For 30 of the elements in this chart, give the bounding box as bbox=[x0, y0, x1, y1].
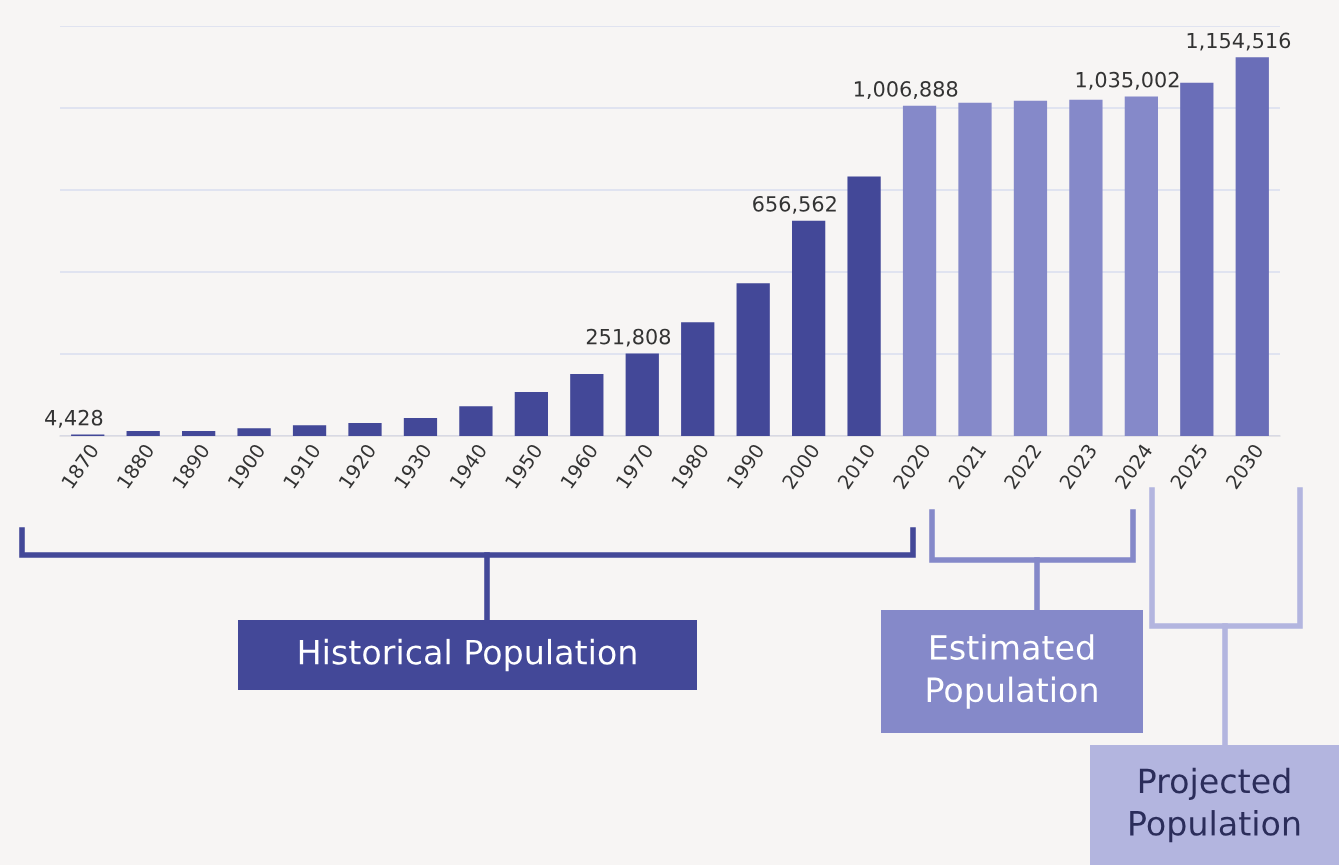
bar bbox=[1180, 82, 1214, 436]
bar bbox=[681, 322, 715, 436]
data-label: 4,428 bbox=[45, 409, 103, 428]
data-label: 1,154,516 bbox=[1187, 32, 1291, 51]
bar bbox=[847, 176, 881, 436]
bar bbox=[792, 220, 826, 436]
bar bbox=[902, 105, 937, 436]
text: Estimated Population bbox=[927, 634, 1097, 709]
bar bbox=[1235, 57, 1269, 436]
bar bbox=[403, 417, 438, 436]
bar bbox=[1069, 99, 1103, 436]
bar bbox=[736, 283, 770, 436]
data-label: 251,808 bbox=[586, 328, 671, 347]
bar bbox=[1013, 100, 1048, 436]
data-label: 1,006,888 bbox=[854, 81, 958, 99]
bar bbox=[292, 425, 327, 436]
bar bbox=[182, 431, 216, 436]
text: Projected Population bbox=[1130, 767, 1300, 843]
data-label: 1,035,002 bbox=[1076, 71, 1179, 90]
bar bbox=[459, 406, 493, 436]
bar bbox=[126, 431, 160, 436]
bar bbox=[514, 392, 548, 436]
bar bbox=[570, 374, 604, 436]
bar bbox=[237, 428, 271, 436]
bar bbox=[625, 353, 659, 436]
bar bbox=[958, 102, 992, 436]
text: Historical Population bbox=[299, 638, 636, 672]
data-label: 656,562 bbox=[753, 195, 836, 214]
bar bbox=[348, 422, 382, 436]
bar bbox=[1124, 96, 1158, 436]
